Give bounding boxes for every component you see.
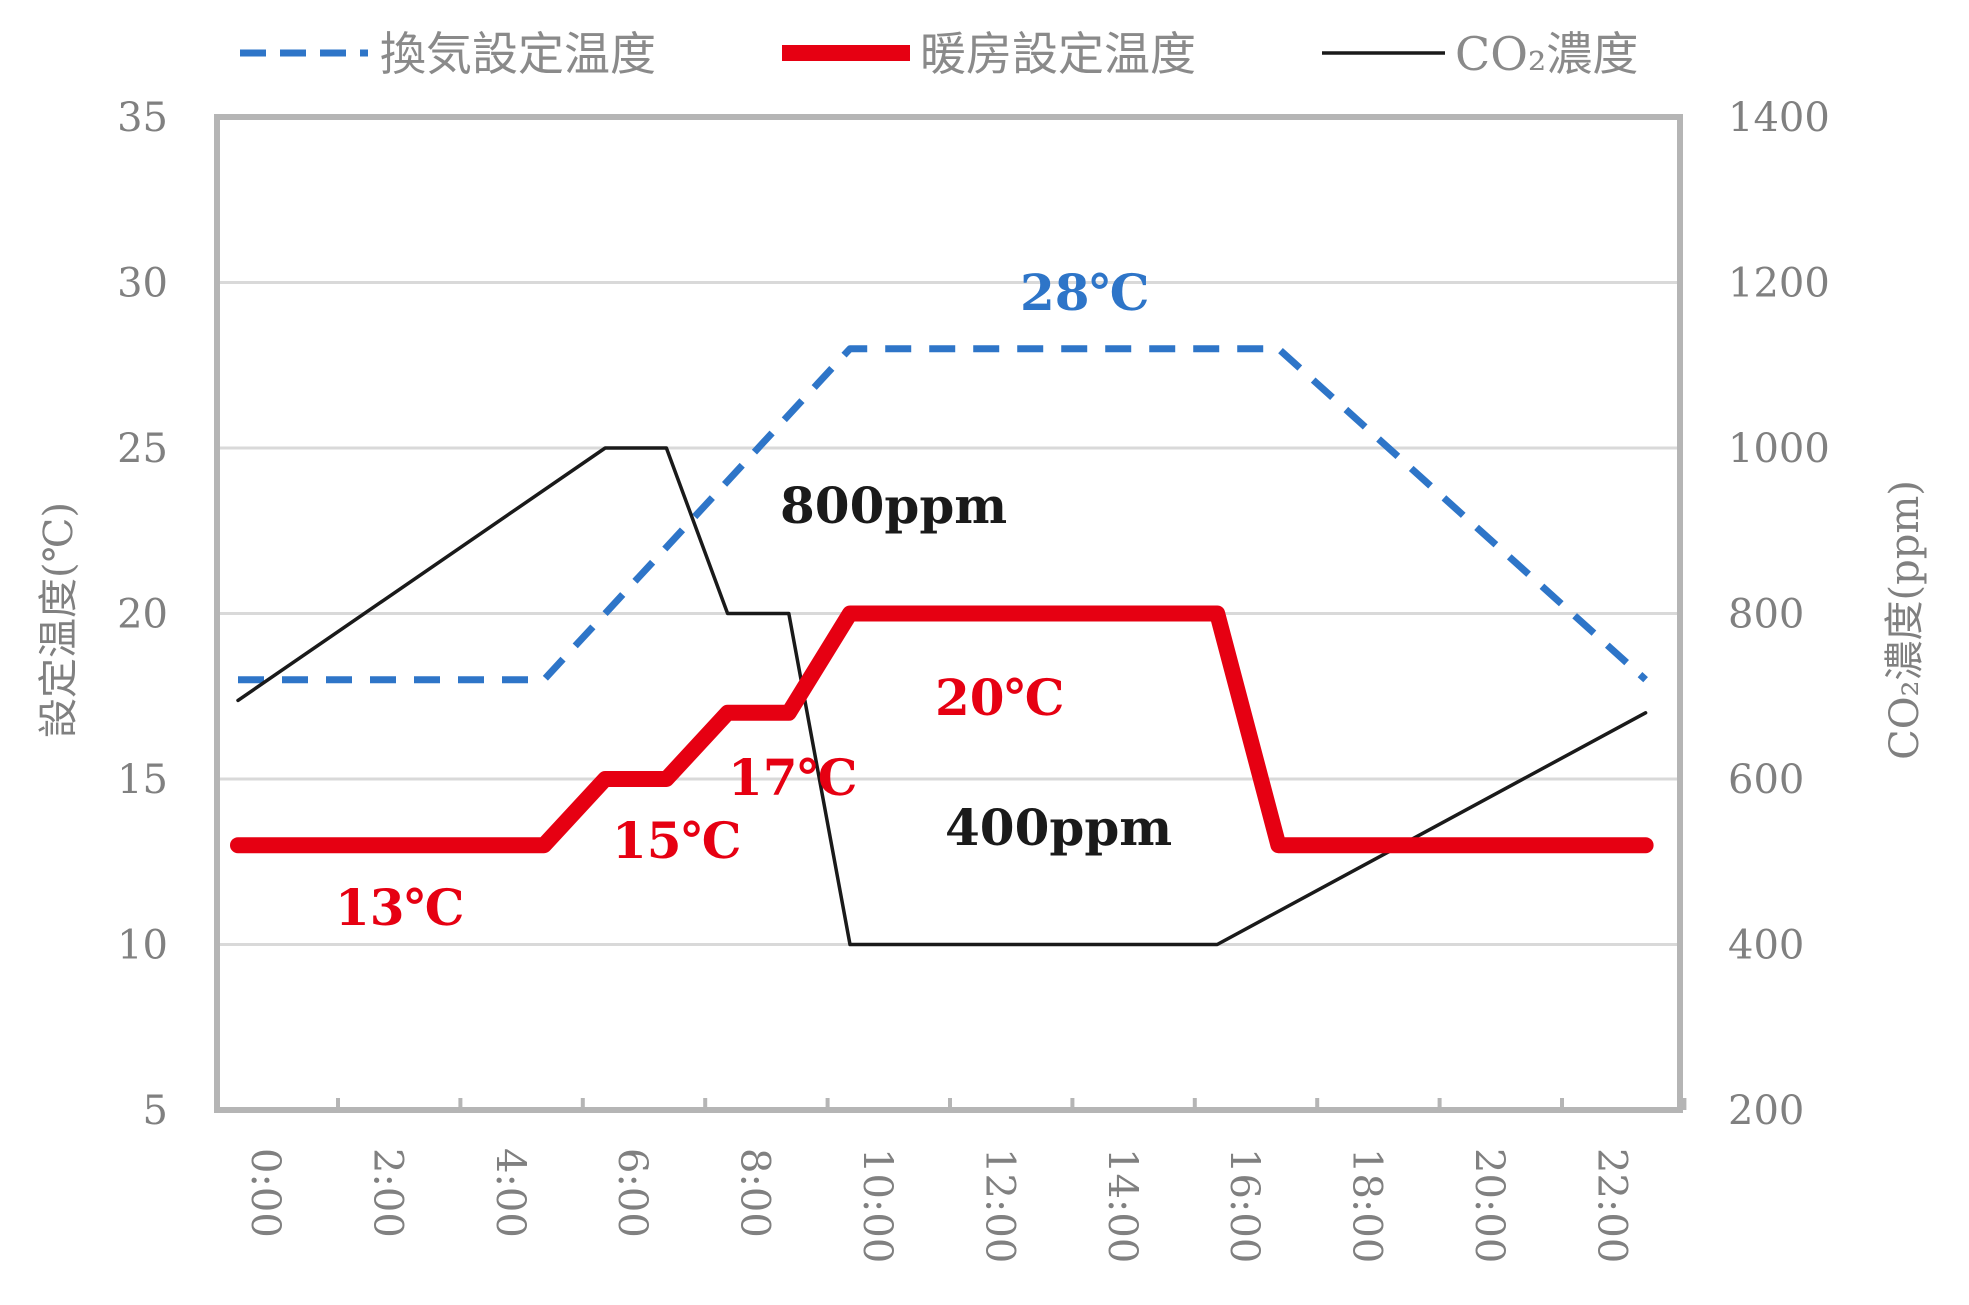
left-tick-label-25: 25 bbox=[117, 426, 168, 472]
left-axis-tick-labels: 5 10 15 20 25 30 35 bbox=[117, 95, 168, 1134]
annotations: 28℃ 800ppm 20℃ 17℃15℃ 13℃ 400ppm bbox=[335, 263, 1172, 937]
annotation-label: 800ppm bbox=[780, 476, 1007, 535]
right-axis-title: CO₂濃度(ppm) bbox=[1882, 480, 1928, 760]
left-tick-label-5: 5 bbox=[143, 1088, 168, 1134]
annotation-label: 15℃ bbox=[612, 811, 742, 870]
x-tick-label-12:00: 12:00 bbox=[976, 1148, 1022, 1263]
left-tick-label-35: 35 bbox=[117, 95, 168, 141]
annotation-label: 13℃ bbox=[335, 878, 465, 937]
x-tick-label-2:00: 2:00 bbox=[364, 1148, 410, 1238]
left-tick-label-20: 20 bbox=[117, 592, 168, 638]
legend-label-thick: 暖房設定温度 bbox=[920, 27, 1196, 81]
right-tick-label-1200: 1200 bbox=[1728, 261, 1830, 307]
right-axis-tick-labels: 200 400 600 800 1000 1200 1400 bbox=[1728, 95, 1830, 1134]
x-tick-label-18:00: 18:00 bbox=[1344, 1148, 1390, 1263]
annotation-label: 20℃ bbox=[935, 668, 1065, 727]
right-tick-label-200: 200 bbox=[1728, 1088, 1804, 1134]
x-tick-label-16:00: 16:00 bbox=[1221, 1148, 1267, 1263]
annotation-label: 17℃ bbox=[728, 748, 858, 807]
left-tick-label-10: 10 bbox=[117, 923, 168, 969]
x-tick-label-20:00: 20:00 bbox=[1466, 1148, 1512, 1263]
x-tick-label-8:00: 8:00 bbox=[732, 1148, 778, 1238]
right-tick-label-1400: 1400 bbox=[1728, 95, 1830, 141]
right-tick-label-1000: 1000 bbox=[1728, 426, 1830, 472]
x-tick-label-10:00: 10:00 bbox=[854, 1148, 900, 1263]
x-tick-label-14:00: 14:00 bbox=[1099, 1148, 1145, 1263]
x-axis-tick-labels: 0:00 2:00 4:00 6:00 8:00 10:00 12:00 14:00 16:00… bbox=[242, 1148, 1634, 1263]
left-axis-title: 設定温度(℃) bbox=[36, 502, 82, 738]
left-tick-label-30: 30 bbox=[117, 261, 168, 307]
legend: 換気設定温度 暖房設定温度 CO₂濃度 bbox=[240, 27, 1638, 81]
x-tick-label-0:00: 0:00 bbox=[242, 1148, 288, 1238]
x-tick-label-22:00: 22:00 bbox=[1588, 1148, 1634, 1263]
right-tick-label-600: 600 bbox=[1728, 757, 1804, 803]
left-tick-label-15: 15 bbox=[117, 757, 168, 803]
right-tick-label-800: 800 bbox=[1728, 592, 1804, 638]
x-tick-label-6:00: 6:00 bbox=[609, 1148, 655, 1238]
annotation-label: 400ppm bbox=[945, 798, 1172, 857]
axis-ticks bbox=[336, 1098, 1687, 1110]
legend-label-thin: CO₂濃度 bbox=[1455, 27, 1638, 81]
x-tick-label-4:00: 4:00 bbox=[487, 1148, 533, 1238]
series-lines bbox=[230, 345, 1654, 947]
series-line-thick bbox=[230, 605, 1654, 854]
series-line-dashed bbox=[238, 345, 1648, 684]
annotation-label: 28℃ bbox=[1020, 263, 1150, 322]
legend-label-dashed: 換気設定温度 bbox=[380, 27, 656, 81]
right-tick-label-400: 400 bbox=[1728, 923, 1804, 969]
series-line-thin bbox=[236, 446, 1648, 947]
